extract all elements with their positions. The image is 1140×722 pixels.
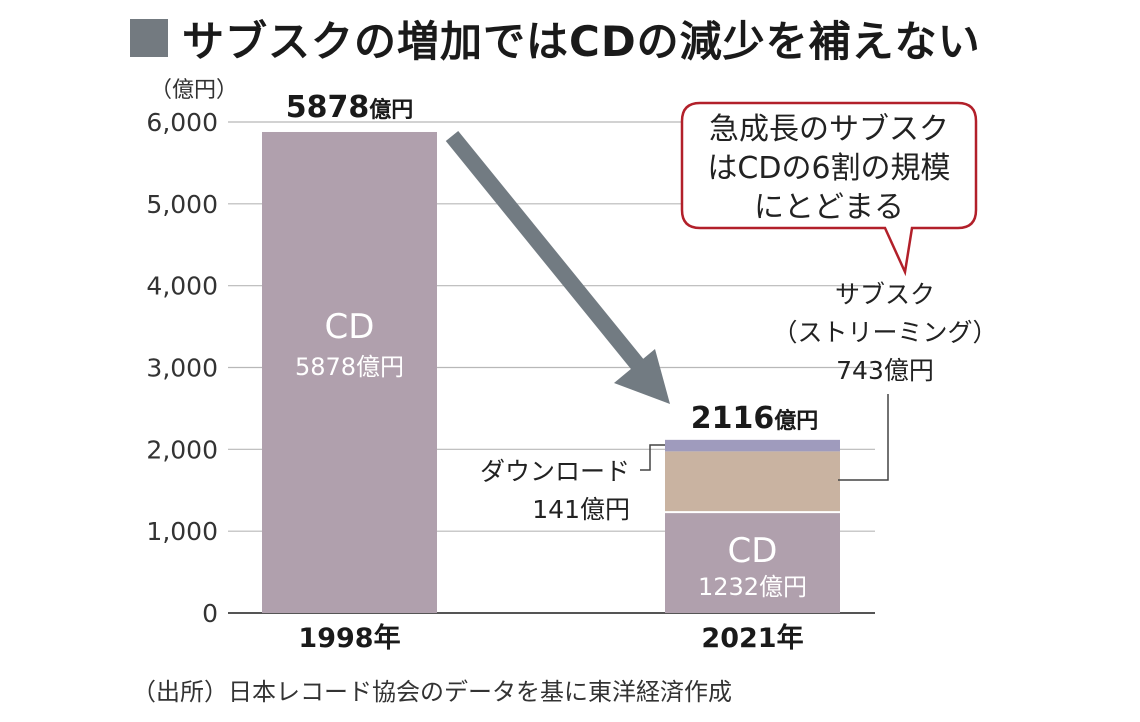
bubble-line3: にとどまる [754,190,904,225]
bar-2021-series-label: CD [728,531,778,571]
bar-2021-cd [665,512,840,613]
y-tick-label: 5,000 [146,190,218,219]
bar-2021-value-label: 1232億円 [698,573,807,601]
bubble-line1: 急成長のサブスク [709,112,949,147]
title-square-icon [130,19,168,57]
y-tick-label: 6,000 [146,108,218,137]
y-axis-unit: （億円） [150,78,238,103]
category-label-2021: 2021年 [701,622,803,654]
total-1998: 5878億円 [286,90,414,125]
decline-arrow [445,130,649,376]
bar-2021-download [665,439,840,452]
source-note: （出所）日本レコード協会のデータを基に東洋経済作成 [132,678,732,706]
y-tick-label: 3,000 [146,354,218,383]
streaming-label-line3: 743億円 [836,356,934,385]
speech-bubble [680,101,978,277]
streaming-label-line2: （ストリーミング） [772,318,997,347]
streaming-leader-line [838,394,889,481]
decline-arrow-head [614,349,670,404]
category-label-1998: 1998年 [298,622,400,654]
y-tick-label: 4,000 [146,272,218,301]
chart-title: サブスクの増加ではCDの減少を補えない [130,8,981,68]
bar-2021-streaming [665,451,840,513]
bar-1998-value-label: 5878億円 [295,353,404,381]
download-leader-line [640,444,665,471]
streaming-label-line1: サブスク [835,280,935,309]
bar-1998-series-label: CD [325,307,375,347]
download-label-line2: 141億円 [532,495,630,524]
bar-1998-cd [262,131,437,613]
download-label-line1: ダウンロード [480,457,630,486]
bubble-line2: はCDの6割の規模 [707,151,950,186]
y-tick-label: 0 [202,599,218,628]
y-tick-label: 1,000 [146,517,218,546]
title-text: サブスクの増加ではCDの減少を補えない [182,16,981,66]
y-tick-label: 2,000 [146,435,218,464]
total-2021: 2116億円 [691,401,819,436]
